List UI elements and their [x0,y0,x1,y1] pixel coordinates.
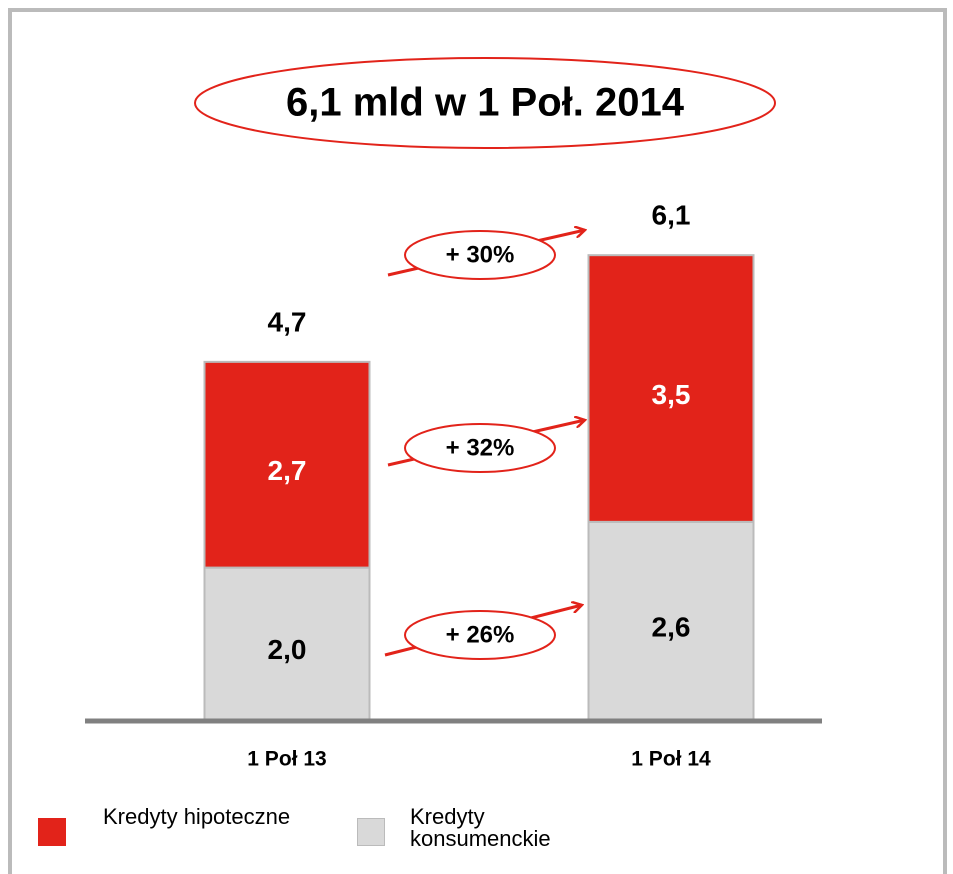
bar-segment [203,566,371,721]
data-label: 2,7 [268,455,307,486]
total-label: 4,7 [268,306,307,337]
legend-swatch [38,818,66,846]
legend-swatch [357,818,385,846]
annotation-ellipse [404,610,556,660]
data-label: 2,6 [652,611,691,642]
annotation: + 26% [446,621,515,648]
bar-segment [203,360,371,569]
legend-label: Kredyty hipoteczne [103,804,291,829]
bar-segment [587,254,755,523]
chart-title: 6,1 mld w 1 Poł. 2014 [286,81,685,125]
total-label: 6,1 [652,200,691,231]
x-tick-label: 1 Poł 14 [631,748,711,771]
bar-segment [587,520,755,721]
annotation: + 30% [446,241,515,268]
frame [8,8,947,874]
annotation-ellipse [404,423,556,473]
data-label: 3,5 [652,379,691,410]
annotation: + 32% [446,434,515,461]
title-ellipse [194,57,776,149]
annotation-ellipse [404,230,556,280]
x-tick-label: 1 Poł 13 [247,748,326,771]
legend-label: Kredyty konsumenckie [410,804,551,851]
data-label: 2,0 [268,634,307,665]
